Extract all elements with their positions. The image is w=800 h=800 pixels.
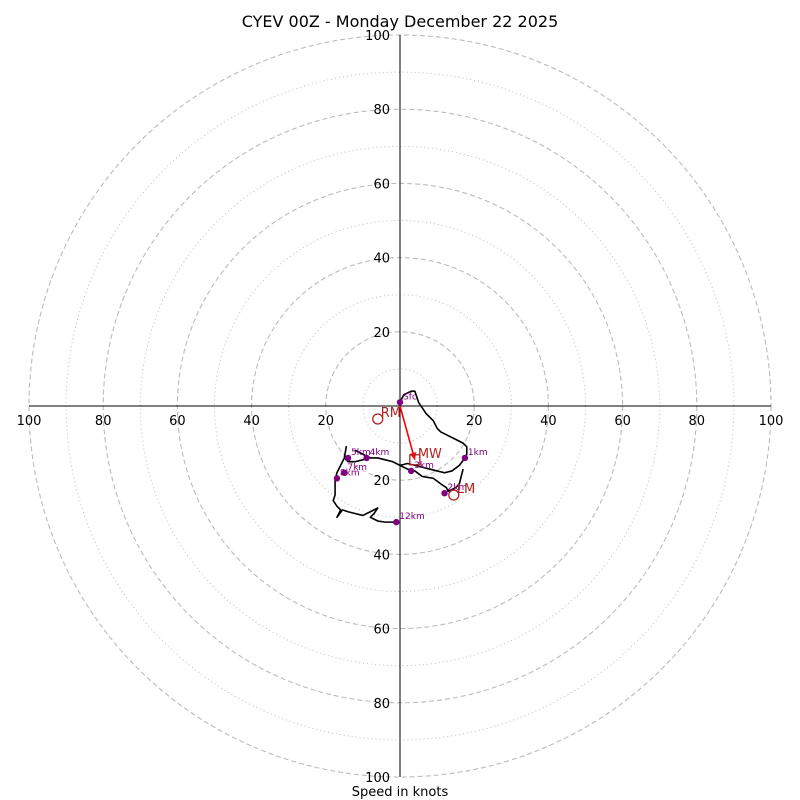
x-tick-label: 20 [318, 414, 335, 429]
y-tick-label: 80 [373, 697, 390, 712]
height-marker-12km [393, 518, 400, 526]
height-marker-8km [333, 475, 341, 482]
y-tick-label: 40 [373, 548, 390, 563]
height-marker-2km [441, 489, 448, 497]
x-axis-label: Speed in knots [352, 785, 449, 800]
height-label-8km: 8km [340, 468, 360, 478]
marker-lm [448, 489, 460, 501]
height-label-3km: 3km [414, 461, 434, 471]
height-marker-7km [341, 469, 348, 476]
mean-wind-arrow [399, 405, 416, 461]
y-tick-label: 60 [373, 623, 390, 638]
marker-rm [372, 413, 384, 425]
x-tick-label: 100 [759, 414, 784, 429]
wind-profile-line [332, 390, 468, 523]
x-tick-label: 80 [95, 414, 112, 429]
height-label-1km: 1km [468, 448, 488, 458]
height-marker-3km [407, 467, 415, 475]
y-tick-label: 20 [373, 326, 390, 341]
height-label-4km: 4km [370, 448, 390, 458]
height-label-7km: 7km [347, 463, 367, 473]
height-marker-4km [363, 454, 370, 462]
height-label-sfc: Sfc [403, 392, 417, 402]
height-marker-5km [344, 454, 352, 462]
height-marker-1km [461, 454, 469, 462]
x-tick-label: 40 [540, 414, 557, 429]
x-tick-label: 100 [17, 414, 42, 429]
height-label-5km: 5km [351, 448, 371, 458]
y-tick-label: 40 [373, 252, 390, 267]
height-label-12km: 12km [399, 512, 424, 522]
y-tick-label: 20 [373, 474, 390, 489]
height-label-2km: 2km [448, 483, 468, 493]
x-tick-label: 60 [614, 414, 631, 429]
x-tick-label: 40 [243, 414, 260, 429]
storm-motion-markers: RM LM MW [372, 406, 475, 501]
height-marker-sfc [396, 399, 404, 406]
x-tick-label: 80 [689, 414, 706, 429]
label-mw: MW [418, 447, 442, 462]
chart-title: CYEV 00Z - Monday December 22 2025 [242, 12, 559, 31]
hodograph-trace [332, 390, 468, 523]
label-rm: RM [381, 406, 401, 421]
tick-labels: 100 80 60 40 20 20 40 60 80 100 100 80 60 40 20 20 40 60 8… [17, 29, 784, 786]
label-lm: LM [457, 482, 475, 497]
wind-profile-line-lower [399, 464, 464, 493]
y-tick-label: 60 [373, 177, 390, 192]
x-tick-label: 60 [169, 414, 186, 429]
mean-wind-arrowhead [409, 452, 417, 460]
y-tick-label: 80 [373, 103, 390, 118]
y-tick-label: 100 [365, 771, 390, 786]
marker-mw [409, 454, 421, 466]
y-tick-label: 100 [365, 29, 390, 44]
x-tick-label: 20 [466, 414, 483, 429]
